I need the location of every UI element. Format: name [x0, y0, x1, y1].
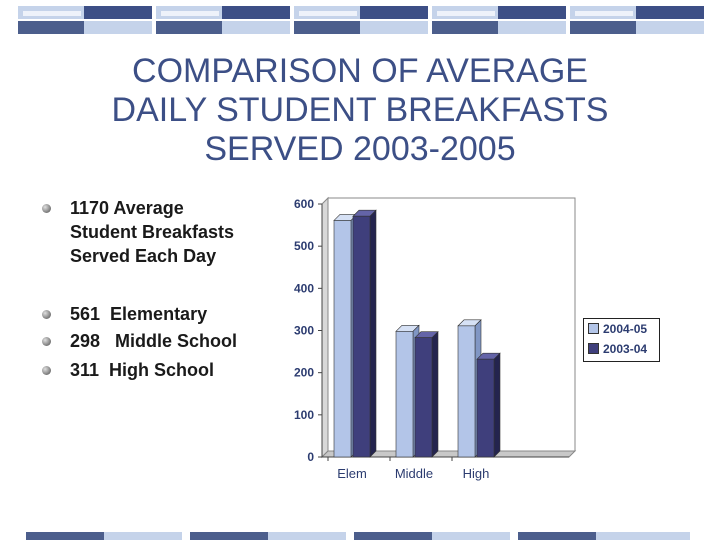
- bullet-text: 561 Elementary: [70, 304, 208, 324]
- legend-swatch: [588, 343, 599, 354]
- chart-legend: 2004-05 2003-04: [583, 318, 660, 362]
- legend-swatch: [588, 323, 599, 334]
- legend-label: 2004-05: [603, 322, 648, 336]
- bullet-text: 298 Middle School: [70, 331, 238, 351]
- x-tick-label: High: [463, 466, 490, 481]
- y-tick-label: 500: [294, 239, 314, 253]
- bullet-icon: [42, 204, 51, 213]
- title-line: DAILY STUDENT BREAKFASTS: [111, 91, 609, 129]
- bar-side: [431, 330, 439, 458]
- bar-side: [369, 209, 377, 458]
- x-tick-label: Elem: [337, 466, 367, 481]
- legend-item: 2004-05: [588, 322, 647, 336]
- bullet-text: 1170 Average Student Breakfasts Served E…: [70, 198, 235, 266]
- x-tick-label: Middle: [395, 466, 433, 481]
- bar-chart: 0 100 200 300 400 500 600 Elem Middle High: [294, 196, 577, 481]
- y-tick-label: 200: [294, 366, 314, 380]
- slide-title: COMPARISON OF AVERAGE DAILY STUDENT BREA…: [60, 52, 660, 169]
- banner-block: [294, 6, 428, 34]
- bar: [457, 325, 476, 458]
- banner-block: [18, 6, 152, 34]
- bullet-icon: [42, 366, 51, 375]
- plot-sidewall: [321, 196, 329, 459]
- bullet-text: 311 High School: [70, 360, 215, 380]
- title-line: COMPARISON OF AVERAGE: [132, 52, 588, 90]
- bullet-icon: [42, 337, 51, 346]
- bar-side: [493, 352, 501, 458]
- banner-block: [432, 6, 566, 34]
- y-tick-label: 400: [294, 281, 314, 295]
- y-tick-label: 600: [294, 197, 314, 211]
- title-line: SERVED 2003-2005: [204, 130, 516, 168]
- legend-item: 2003-04: [588, 342, 647, 356]
- banner-block: [570, 6, 704, 34]
- bar: [476, 358, 495, 458]
- bar: [352, 215, 371, 458]
- legend-label: 2003-04: [603, 342, 648, 356]
- bar: [395, 331, 414, 458]
- y-tick-label: 100: [294, 408, 314, 422]
- y-tick-label: 300: [294, 324, 314, 338]
- bar: [333, 220, 352, 458]
- header-banner: [0, 6, 720, 34]
- footer-banner: [0, 532, 720, 540]
- bar: [414, 337, 433, 458]
- y-tick-label: 0: [307, 450, 314, 464]
- banner-block: [156, 6, 290, 34]
- bullet-icon: [42, 310, 51, 319]
